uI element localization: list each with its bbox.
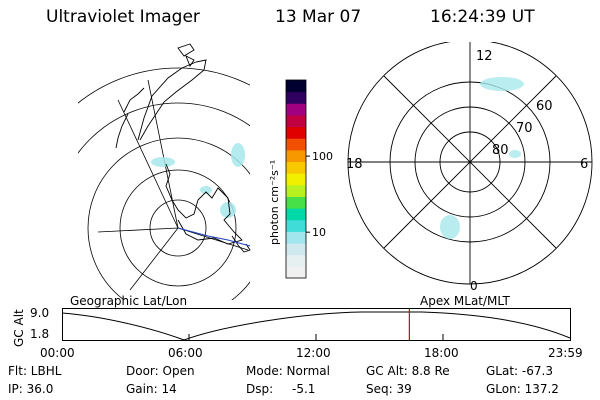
altitude-axis-label: GC Alt: [12, 309, 26, 347]
aurora-emission: [440, 77, 524, 239]
geographic-map: [78, 43, 251, 300]
instrument-title: Ultraviolet Imager: [46, 7, 200, 27]
colorbar-gradient: [286, 80, 306, 279]
observation-date: 13 Mar 07: [275, 7, 362, 27]
colorbar-segment: [286, 196, 306, 209]
geographic-latitude: GLat: -67.3: [486, 364, 553, 378]
colorbar-segment: [286, 91, 306, 104]
meridian-line: [117, 99, 179, 229]
sequence-value: Seq: 39: [366, 382, 412, 396]
ip-value: IP: 36.0: [8, 382, 54, 396]
time-tick: 00:00: [40, 346, 75, 360]
mlat-label: 80: [492, 143, 509, 158]
colorbar-segment: [286, 208, 306, 221]
colorbar-segment: [286, 138, 306, 151]
colorbar: 100 10: [285, 79, 333, 279]
meridian-line: [97, 227, 179, 233]
colorbar-unit-label: photon cm⁻²s⁻¹: [268, 159, 281, 245]
colorbar-segment: [286, 219, 306, 232]
lat-circle: [149, 199, 207, 257]
meridian-line: [177, 227, 249, 251]
colorbar-segment: [286, 80, 306, 93]
aurora-emission: [151, 143, 245, 218]
time-tick: 12:00: [296, 346, 331, 360]
altitude-curve: [62, 311, 571, 341]
geographic-longitude: GLon: 137.2: [486, 382, 559, 396]
meridian-line: [147, 79, 179, 229]
mode-value: Mode: Normal: [246, 364, 330, 378]
mlat-label: 70: [516, 121, 533, 136]
time-tick: 06:00: [168, 346, 203, 360]
colorbar-segment: [286, 173, 306, 186]
coastline: [115, 59, 251, 253]
lat-circle: [78, 67, 250, 104]
lat-circle: [119, 169, 237, 287]
mlat-label: 60: [536, 99, 553, 114]
dsp-label: Dsp:: [246, 382, 274, 396]
right-map-label: Apex MLat/MLT: [420, 294, 510, 308]
lat-circle: [87, 137, 250, 300]
mlt-diagonal: [383, 75, 557, 249]
colorbar-segment: [286, 231, 306, 244]
colorbar-segment: [286, 243, 306, 256]
door-status: Door: Open: [126, 364, 195, 378]
gc-alt-value: GC Alt: 8.8 Re: [366, 364, 450, 378]
filter-value: Flt: LBHL: [8, 364, 62, 378]
mlt-label-top: 12: [476, 49, 493, 64]
dsp-value: -5.1: [292, 382, 316, 396]
left-map-label: Geographic Lat/Lon: [70, 294, 188, 308]
colorbar-segment: [286, 254, 306, 267]
mlt-label-right: 6: [580, 157, 588, 172]
boundary-line: [177, 227, 251, 247]
lat-circle: [78, 102, 250, 154]
colorbar-segment: [286, 149, 306, 163]
time-tick: 23:59: [548, 346, 583, 360]
altitude-plot: [62, 308, 571, 341]
observation-time: 16:24:39 UT: [430, 7, 535, 27]
colorbar-segment: [286, 114, 306, 128]
colorbar-tick-label: 10: [312, 226, 326, 239]
colorbar-tick-label: 100: [312, 150, 333, 163]
island-outline: [185, 55, 195, 67]
mlt-label-left: 18: [346, 157, 363, 172]
island-outline: [177, 43, 195, 57]
meridian-line: [129, 227, 179, 291]
colorbar-segment: [286, 103, 306, 116]
altitude-tick-high: 9.0: [30, 306, 50, 320]
time-tick: 18:00: [424, 346, 459, 360]
altitude-tick-low: 1.8: [30, 327, 50, 341]
magnetic-polar-map: 12 18 6 0 60 70 80: [346, 42, 593, 293]
gain-value: Gain: 14: [126, 382, 177, 396]
colorbar-segment: [286, 161, 306, 174]
colorbar-segment: [286, 126, 306, 139]
colorbar-segment: [286, 266, 306, 279]
mlt-label-bottom: 0: [470, 279, 478, 293]
colorbar-segment: [286, 184, 306, 197]
